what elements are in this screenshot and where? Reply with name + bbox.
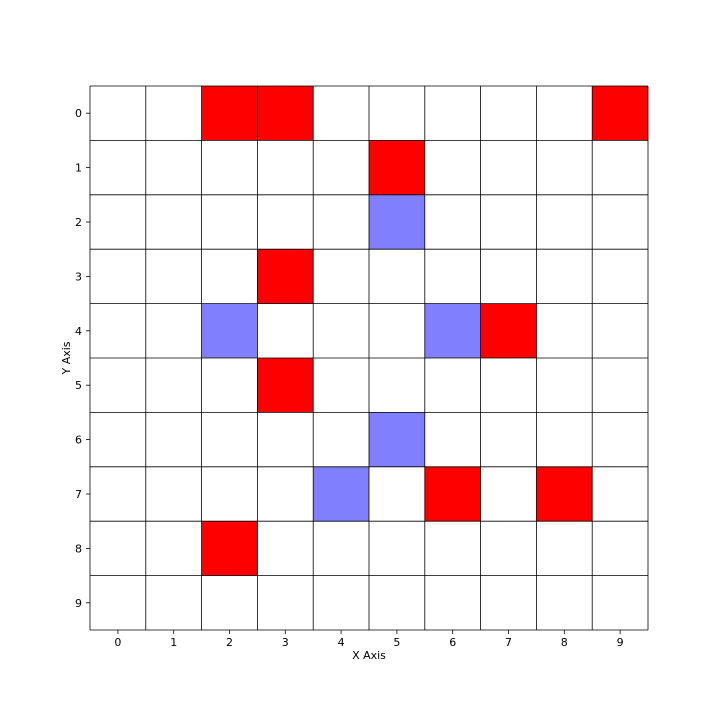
y-tick-label: 3 bbox=[75, 270, 82, 283]
x-tick-label: 0 bbox=[114, 636, 121, 649]
cell-red-7-4 bbox=[480, 303, 537, 358]
cell-red-3-3 bbox=[257, 249, 314, 304]
y-tick-label: 8 bbox=[75, 542, 82, 555]
y-tick-label: 6 bbox=[75, 434, 82, 447]
cell-red-3-0 bbox=[257, 86, 314, 141]
x-tick-label: 3 bbox=[282, 636, 289, 649]
cell-red-2-8 bbox=[201, 521, 258, 576]
x-tick-label: 2 bbox=[226, 636, 233, 649]
y-tick-label: 0 bbox=[75, 107, 82, 120]
y-tick-label: 5 bbox=[75, 379, 82, 392]
cell-red-3-5 bbox=[257, 358, 314, 413]
x-tick-label: 9 bbox=[617, 636, 624, 649]
x-tick-label: 8 bbox=[561, 636, 568, 649]
x-tick-label: 4 bbox=[338, 636, 345, 649]
y-axis-label: Y Axis bbox=[60, 341, 73, 375]
x-tick-label: 1 bbox=[170, 636, 177, 649]
y-tick-label: 2 bbox=[75, 216, 82, 229]
y-tick-label: 9 bbox=[75, 597, 82, 610]
cell-blue-5-2 bbox=[369, 194, 425, 250]
grid-lines bbox=[89, 85, 649, 631]
x-tick-label: 6 bbox=[449, 636, 456, 649]
cell-red-8-7 bbox=[536, 466, 593, 522]
y-tick-label: 1 bbox=[75, 162, 82, 175]
cell-red-6-7 bbox=[424, 466, 481, 522]
y-axis-ticks: 0 1 2 3 4 5 6 7 8 9 bbox=[75, 107, 90, 610]
x-tick-label: 5 bbox=[393, 636, 400, 649]
cell-blue-6-4 bbox=[424, 303, 481, 358]
x-axis-ticks: 0 1 2 3 4 5 6 7 8 9 bbox=[114, 630, 624, 649]
y-tick-label: 7 bbox=[75, 488, 82, 501]
cell-red-9-0 bbox=[592, 86, 648, 141]
cell-red-2-0 bbox=[201, 86, 258, 141]
x-tick-label: 7 bbox=[505, 636, 512, 649]
y-tick-label: 4 bbox=[75, 325, 82, 338]
cell-blue-2-4 bbox=[201, 303, 258, 358]
cell-blue-4-7 bbox=[313, 466, 369, 522]
cell-red-5-1 bbox=[369, 140, 425, 195]
cell-blue-5-6 bbox=[369, 412, 425, 467]
x-axis-label: X Axis bbox=[352, 649, 386, 662]
